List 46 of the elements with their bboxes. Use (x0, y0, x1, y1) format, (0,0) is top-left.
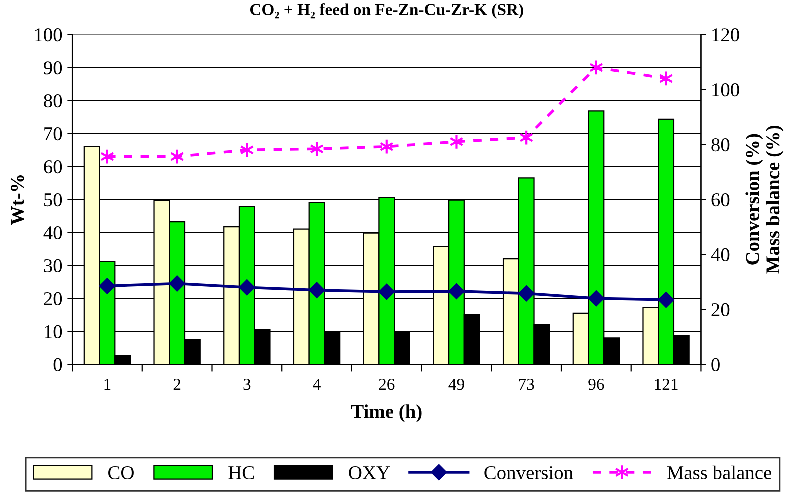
y2-axis-title: Conversion (%) Mass balance (%) (746, 126, 784, 274)
point (450, 134, 464, 150)
y-axis-title: Wt-% (11, 176, 24, 226)
point (239, 280, 256, 296)
y-tick-label: 20 (44, 292, 62, 306)
x-tick-label: 96 (588, 378, 604, 390)
y2-tick-label: 0 (712, 358, 720, 372)
y-tick-label: 70 (44, 127, 62, 141)
y-tick-label: 40 (44, 226, 62, 240)
point (309, 282, 325, 298)
y-tick-label: 50 (44, 193, 62, 207)
x-tick-label: 1 (104, 379, 111, 390)
point (588, 290, 604, 307)
point (378, 284, 395, 300)
chart-title: CO₂ + H₂ feed on Fe-Zn-Cu-Zr-K (SR) (250, 4, 524, 19)
x-axis-title: Time (h) (351, 404, 422, 422)
legend-label: OXY (349, 466, 390, 480)
y2-tick-label: 60 (712, 193, 730, 207)
x-tick-label: 2 (174, 378, 181, 390)
y2-tick-label: 40 (711, 248, 730, 262)
x-tick-label: 49 (448, 378, 464, 390)
y-tick-label: 10 (45, 325, 62, 339)
point (448, 284, 465, 300)
x-tick-label: 3 (244, 378, 251, 390)
legend-label: HC (228, 466, 254, 480)
y2-tick-label: 120 (712, 28, 740, 42)
y-tick-label: 80 (44, 94, 62, 108)
y2-tick-label: 100 (712, 84, 740, 97)
y-tick-label: 30 (44, 259, 62, 273)
point (658, 292, 674, 308)
y-tick-label: 90 (44, 62, 62, 75)
y2-tick-label: 20 (712, 303, 730, 317)
x-tick-label: 73 (519, 378, 534, 390)
point (169, 276, 186, 292)
x-tick-label: 26 (379, 378, 395, 390)
y-tick-label: 60 (44, 160, 62, 174)
point (100, 278, 116, 294)
x-tick-label: 121 (655, 378, 678, 390)
legend-label: Conversion (484, 466, 574, 480)
point (518, 286, 535, 302)
legend-label: CO (108, 466, 134, 480)
legend-label: Mass balance (667, 466, 772, 480)
y-tick-label: 0 (54, 358, 62, 372)
y-tick-label: 100 (35, 28, 62, 42)
y2-tick-label: 80 (712, 138, 730, 152)
x-tick-label: 4 (313, 379, 321, 390)
